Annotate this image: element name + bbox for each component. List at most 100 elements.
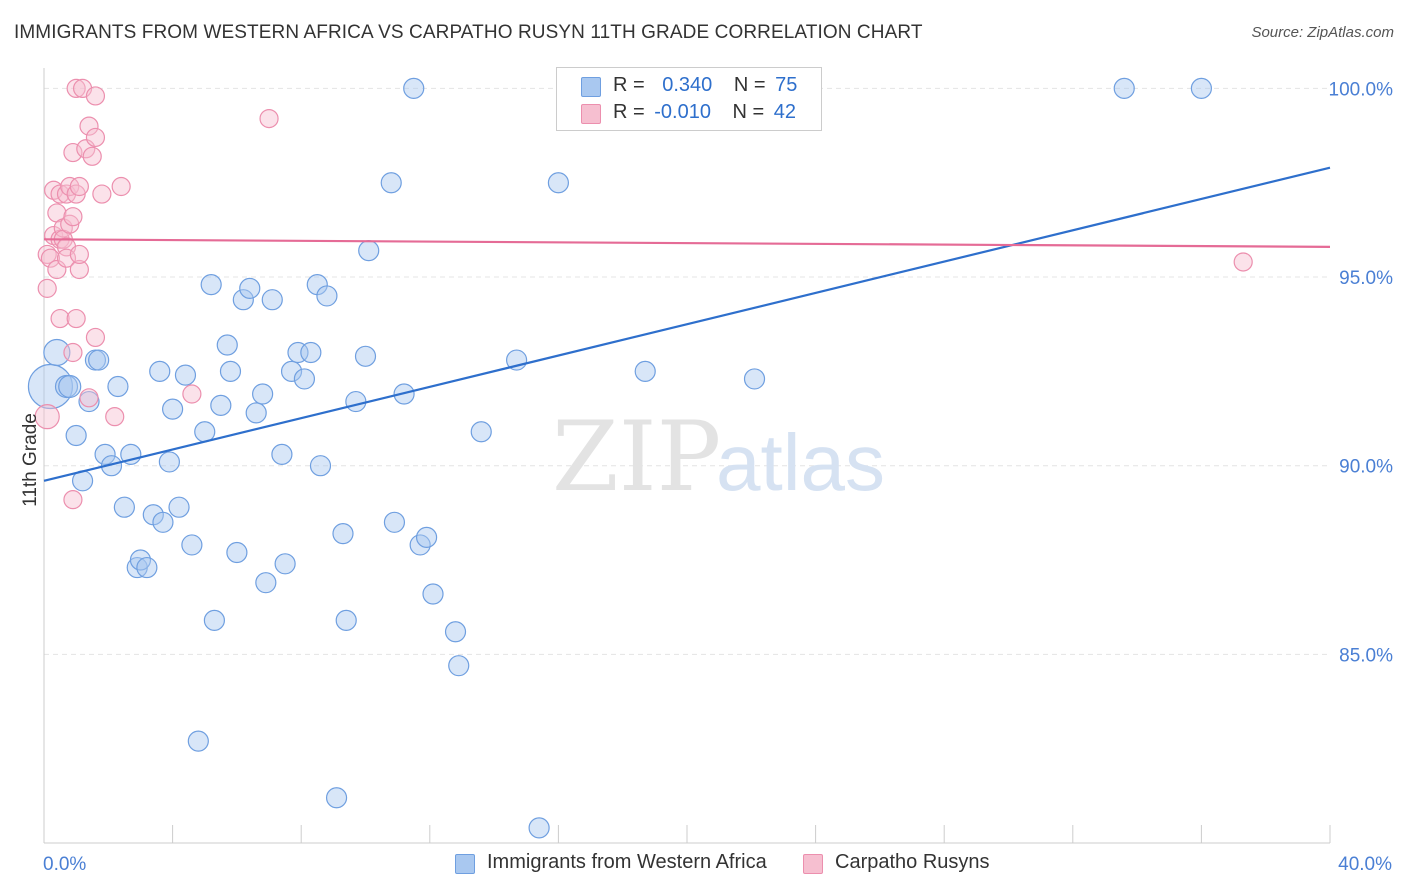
blue-data-point [255,572,277,594]
blue-data-point [136,556,158,579]
pink-data-point [92,184,112,204]
watermark-zip: ZIP [552,401,721,513]
pink-data-point [69,259,89,280]
trend-lines [43,166,1331,482]
blue-data-point [261,289,283,311]
blue-data-point [162,398,184,420]
blue-data-point [335,609,357,631]
pink-data-point [56,248,77,268]
blue-data-point [444,621,467,643]
legend-label-western-africa: Immigrants from Western Africa [487,851,767,873]
pink-data-point [50,184,70,204]
blue-data-point [58,374,82,399]
blue-data-point [158,451,180,473]
blue-data-point [168,496,190,518]
pink-data-point [85,327,106,348]
pink-data-point [259,108,279,129]
stats-legend: R = 0.340 N = 75 R = -0.010 N = 42 [556,67,822,131]
blue-data-point [226,541,248,564]
blue-trend-line [43,166,1331,482]
blue-data-point [422,583,444,605]
pink-data-point [69,244,89,265]
y-tick-label: 100.0% [1329,79,1394,100]
blue-data-point [448,655,470,677]
legend-blue-text: R = 0.340 N = 75 [613,74,797,97]
blue-data-point [200,274,222,296]
blue-swatch [455,854,475,874]
blue-swatch [581,77,601,97]
pink-data-point [66,308,86,329]
legend-pink-text: R = -0.010 N = 42 [613,101,796,124]
n-label: N = [732,101,765,123]
blue-n-value: 75 [775,74,798,96]
blue-data-point [245,402,267,424]
blue-data-point [332,523,354,545]
pink-trend-line [43,238,1331,248]
blue-data-point [203,609,225,631]
pink-data-point [111,176,131,197]
pink-series-points [34,78,1253,510]
pink-data-point [37,278,57,298]
pink-data-point [63,207,83,227]
pink-data-point [85,86,106,106]
blue-data-point [743,368,766,390]
blue-data-point [293,368,316,390]
n-label: N = [733,74,766,96]
y-tick-label: 90.0% [1339,457,1393,478]
blue-data-point [309,455,332,477]
blue-data-point [152,511,174,533]
y-tick-label: 95.0% [1339,268,1393,289]
pink-data-point [40,248,61,268]
pink-data-point [63,342,83,363]
blue-data-point [65,424,87,447]
pink-r-value: -0.010 [654,101,711,123]
pink-data-point [50,308,70,329]
blue-data-point [358,240,380,262]
blue-data-point [380,172,402,194]
blue-data-point [316,285,338,307]
blue-data-point [470,421,492,443]
blue-data-point [547,172,570,194]
blue-data-point [280,360,303,382]
pink-data-point [34,404,60,430]
pink-data-point [85,127,106,148]
blue-data-point [113,496,135,518]
blue-data-point [187,730,209,752]
blue-data-point [325,787,348,809]
x-tick-min: 0.0% [43,854,86,875]
blue-data-point [383,511,406,533]
pink-data-point [69,176,89,197]
pink-data-point [105,407,125,427]
blue-data-point [252,383,274,405]
blue-data-point [174,364,197,386]
legend-label-carpatho-rusyns: Carpatho Rusyns [835,851,990,873]
blue-data-point [239,277,261,299]
chart-title: IMMIGRANTS FROM WESTERN AFRICA VS CARPAT… [14,22,923,43]
blue-data-point [107,375,129,398]
y-tick-label: 85.0% [1339,645,1393,666]
r-label: R = [613,101,645,123]
pink-data-point [82,146,102,166]
blue-data-point [149,360,171,382]
r-label: R = [613,74,645,96]
pink-data-point [1233,252,1253,272]
pink-data-point [182,384,202,404]
blue-data-point [300,341,322,364]
blue-data-point [94,443,116,465]
pink-data-point [79,116,99,136]
pink-data-point [63,490,83,510]
blue-data-point [216,334,238,356]
blue-data-point [271,443,293,465]
x-tick-max: 40.0% [1338,854,1392,875]
blue-data-point [181,534,203,556]
blue-data-point [345,390,367,413]
source-credit: Source: ZipAtlas.com [1251,24,1394,41]
blue-series-points [27,77,1213,839]
blue-data-point [219,360,242,382]
blue-data-point [43,338,71,367]
blue-data-point [274,553,296,575]
blue-data-point [1190,77,1213,100]
blue-data-point [232,289,254,311]
blue-data-point [634,360,656,382]
